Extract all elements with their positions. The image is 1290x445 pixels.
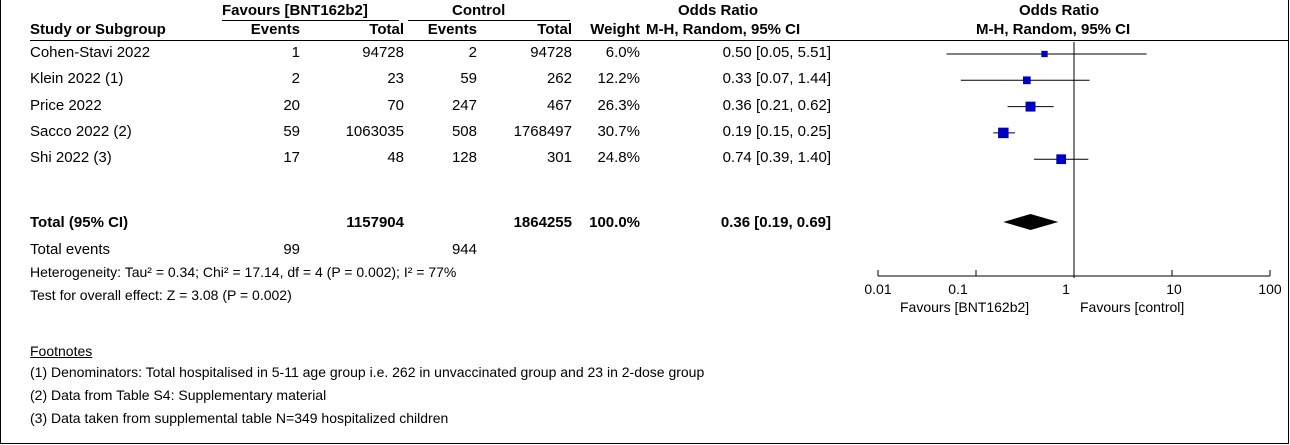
group2-underline xyxy=(408,20,570,21)
study-total2: 301 xyxy=(546,149,572,167)
study-weight: 12.2% xyxy=(597,70,640,88)
point-estimate-marker xyxy=(1025,101,1036,112)
col-weight-header: Weight xyxy=(590,21,640,38)
study-name: Cohen-Stavi 2022 xyxy=(30,44,151,61)
study-total2: 467 xyxy=(546,96,572,114)
study-events1: 2 xyxy=(291,70,300,88)
study-total1: 70 xyxy=(387,96,404,114)
study-weight: 24.8% xyxy=(597,149,640,167)
study-name: Sacco 2022 (2) xyxy=(30,122,132,140)
or-table-header: Odds Ratio xyxy=(678,2,759,19)
study-total2: 1768497 xyxy=(513,122,572,140)
tick-label-1: 1 xyxy=(1062,281,1070,297)
study-total1: 23 xyxy=(387,70,404,88)
study-weight: 26.3% xyxy=(597,96,640,114)
heterogeneity-text: Heterogeneity: Tau² = 0.34; Chi² = 17.14… xyxy=(30,264,457,280)
study-name: Shi 2022 (3) xyxy=(30,149,112,167)
favours-right-label: Favours [control] xyxy=(1080,299,1185,315)
footnotes-title: Footnotes xyxy=(30,343,93,359)
study-events2: 247 xyxy=(451,96,477,114)
footnote-1: (1) Denominators: Total hospitalised in … xyxy=(30,364,705,380)
study-weight: 30.7% xyxy=(597,122,640,140)
col-study-header: Study or Subgroup xyxy=(30,21,166,38)
study-total1: 1063035 xyxy=(345,122,404,140)
study-events2: 128 xyxy=(451,149,477,167)
footnote-3: (3) Data taken from supplemental table N… xyxy=(30,410,449,426)
tick-label-0.1: 0.1 xyxy=(948,281,968,297)
favours-left-label: Favours [BNT162b2] xyxy=(900,299,1030,315)
study-ci: 0.74 [0.39, 1.40] xyxy=(722,149,831,167)
col-ci-header: M-H, Random, 95% CI xyxy=(646,21,801,38)
tick-label-100: 100 xyxy=(1258,281,1282,297)
footnote-2: (2) Data from Table S4: Supplementary ma… xyxy=(30,387,327,403)
total-events-e1: 99 xyxy=(283,241,300,258)
study-events1: 17 xyxy=(283,149,300,167)
overall-effect-text: Test for overall effect: Z = 3.08 (P = 0… xyxy=(30,287,292,303)
total-weight: 100.0% xyxy=(589,214,640,231)
group1-header: Favours [BNT162b2] xyxy=(222,2,368,19)
study-ci: 0.50 [0.05, 5.51] xyxy=(722,44,831,61)
group2-header: Control xyxy=(452,2,506,19)
study-total2: 262 xyxy=(546,70,572,88)
total-ci: 0.36 [0.19, 0.69] xyxy=(720,214,831,231)
col-events1-header: Events xyxy=(250,21,300,38)
study-events2: 508 xyxy=(451,122,477,140)
study-events1: 59 xyxy=(283,122,300,140)
total-events-label: Total events xyxy=(30,241,111,258)
study-events2: 59 xyxy=(460,70,477,88)
group1-underline xyxy=(222,20,399,21)
study-total1: 94728 xyxy=(362,44,404,61)
study-ci: 0.33 [0.07, 1.44] xyxy=(722,70,831,88)
study-ci: 0.36 [0.21, 0.62] xyxy=(722,96,831,114)
total-events-e2: 944 xyxy=(451,241,477,258)
point-estimate-marker xyxy=(1022,76,1031,85)
study-name: Price 2022 xyxy=(30,96,102,114)
study-weight: 6.0% xyxy=(605,44,640,61)
col-ci-plot-header: M-H, Random, 95% CI xyxy=(976,21,1131,38)
total-t2: 1864255 xyxy=(513,214,572,231)
header-rule xyxy=(30,40,1288,41)
study-events2: 2 xyxy=(468,44,477,61)
col-total1-header: Total xyxy=(369,21,404,38)
study-events1: 20 xyxy=(283,96,300,114)
total-t1: 1157904 xyxy=(346,214,404,231)
tick-label-0.01: 0.01 xyxy=(864,281,892,297)
pooled-diamond xyxy=(1003,214,1059,230)
tick-label-10: 10 xyxy=(1166,281,1182,297)
col-events2-header: Events xyxy=(427,21,477,38)
total-label: Total (95% CI) xyxy=(30,214,129,231)
study-ci: 0.19 [0.15, 0.25] xyxy=(722,122,831,140)
study-events1: 1 xyxy=(291,44,300,61)
study-total2: 94728 xyxy=(530,44,572,61)
or-plot-header: Odds Ratio xyxy=(1019,2,1100,19)
study-name: Klein 2022 (1) xyxy=(30,70,124,88)
point-estimate-marker xyxy=(998,127,1009,139)
col-total2-header: Total xyxy=(537,21,572,38)
study-total1: 48 xyxy=(387,149,404,167)
point-estimate-marker xyxy=(1056,154,1067,165)
point-estimate-marker xyxy=(1041,50,1048,58)
